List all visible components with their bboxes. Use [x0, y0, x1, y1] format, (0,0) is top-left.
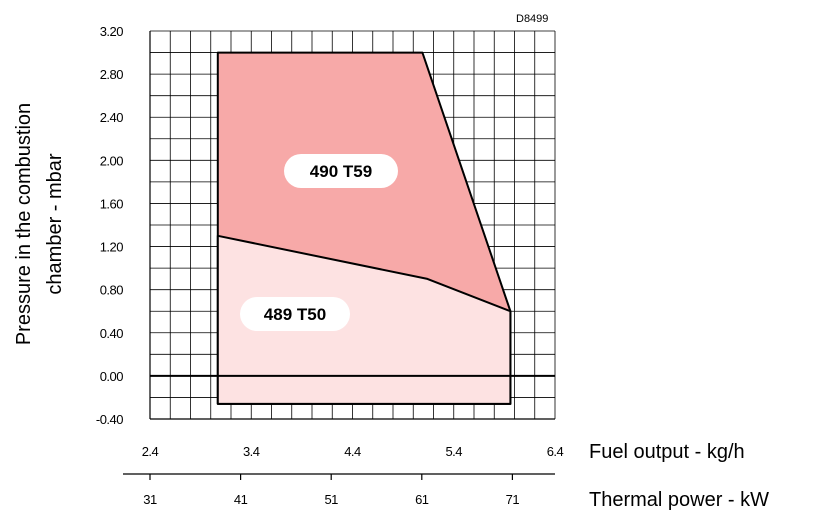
x-tick-label-fuel: 6.4 [547, 444, 564, 459]
x-tick-label-fuel: 3.4 [243, 444, 260, 459]
y-tick-label: 2.40 [100, 110, 124, 125]
y-tick-label: 1.60 [100, 196, 124, 211]
y-tick-label: 1.20 [100, 240, 124, 255]
x-tick-label-thermal: 31 [143, 492, 157, 507]
x-tick-label-fuel: 2.4 [142, 444, 159, 459]
x-tick-label-thermal: 41 [234, 492, 248, 507]
y-tick-label: 0.00 [100, 369, 124, 384]
y-tick-label: 2.00 [100, 153, 124, 168]
x-tick-label-thermal: 71 [506, 492, 520, 507]
y-tick-label: 2.80 [100, 67, 124, 82]
y-axis-title-line-1: Pressure in the combustion [13, 103, 35, 345]
x-axis-title-thermal: Thermal power - kW [589, 489, 769, 511]
x-tick-label-thermal: 61 [415, 492, 429, 507]
y-tick-label: -0.40 [96, 412, 123, 427]
region-label: 490 T59 [310, 162, 372, 181]
y-tick-label: 0.80 [100, 283, 124, 298]
region-label-badge: 490 T59 [284, 154, 398, 188]
labels: 3.20 2.80 2.40 2.00 1.60 1.20 0.80 0.40 0.00 -0.4… [13, 13, 769, 511]
region-489-t50 [216, 234, 512, 405]
x-axis-title-fuel: Fuel output - kg/h [589, 441, 745, 463]
region-label-badge: 489 T50 [240, 297, 350, 331]
region-label: 489 T50 [264, 305, 326, 324]
badge-background [284, 154, 398, 188]
axes [123, 31, 555, 480]
regions [216, 51, 512, 405]
drawing-code: D8499 [516, 13, 548, 25]
y-tick-label: 0.40 [100, 326, 124, 341]
y-tick-label: 3.20 [100, 24, 124, 39]
y-axis-title-line-2: chamber - mbar [44, 153, 66, 294]
x-tick-label-fuel: 5.4 [445, 444, 462, 459]
badge-background [240, 297, 350, 331]
x-tick-label-fuel: 4.4 [344, 444, 361, 459]
x-tick-label-thermal: 51 [324, 492, 338, 507]
